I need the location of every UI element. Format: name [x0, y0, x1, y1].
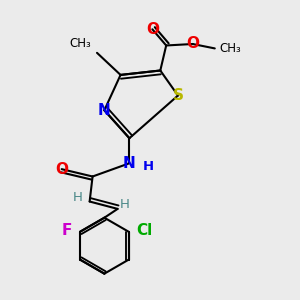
Text: O: O [186, 37, 199, 52]
Text: N: N [123, 156, 136, 171]
Text: Cl: Cl [137, 223, 153, 238]
Text: CH₃: CH₃ [69, 37, 91, 50]
Text: CH₃: CH₃ [219, 42, 241, 55]
Text: H: H [120, 198, 130, 211]
Text: H: H [73, 190, 83, 204]
Text: S: S [172, 88, 184, 103]
Text: O: O [55, 162, 68, 177]
Text: F: F [62, 223, 72, 238]
Text: N: N [98, 103, 111, 118]
Text: H: H [143, 160, 154, 173]
Text: O: O [146, 22, 159, 37]
